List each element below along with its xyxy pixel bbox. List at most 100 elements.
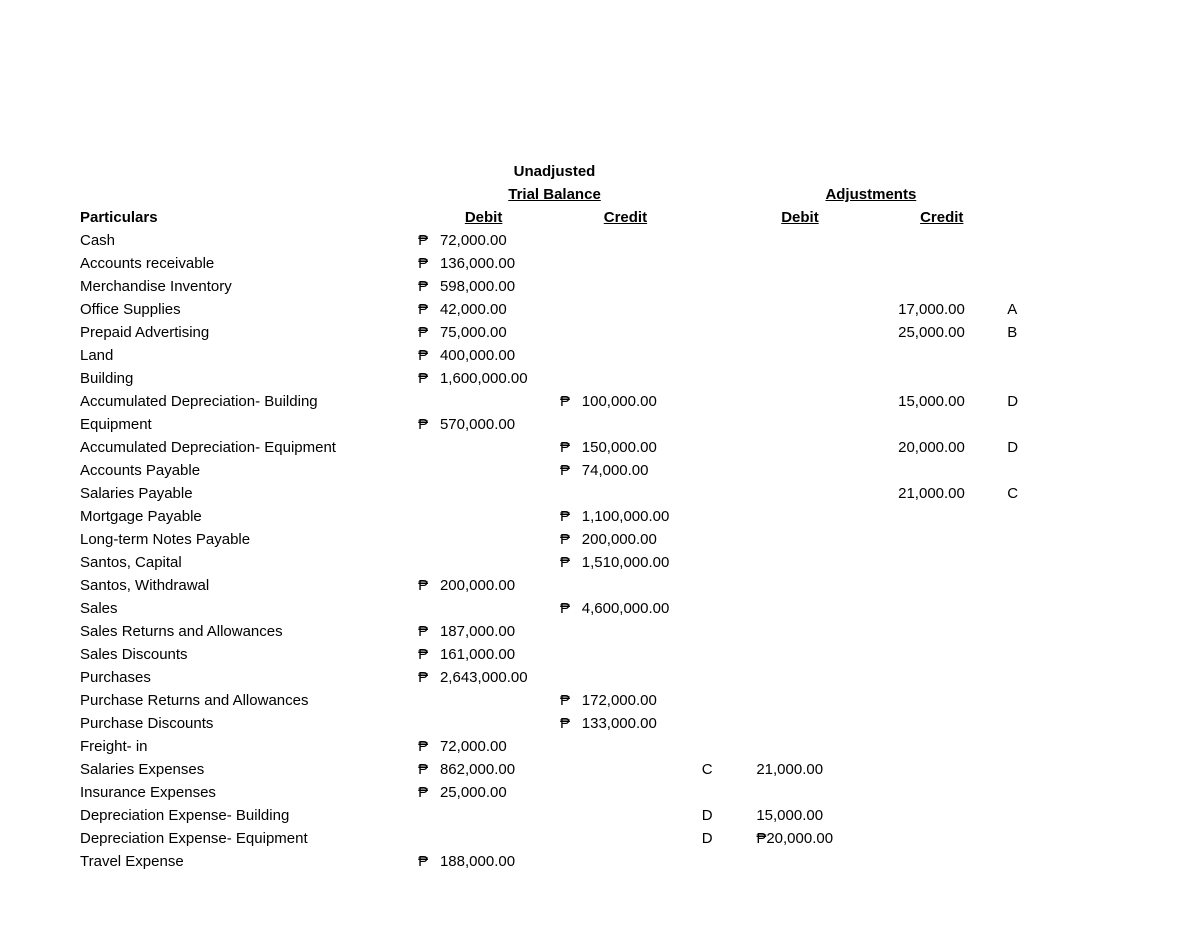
account-name: Land <box>80 344 418 367</box>
adj-credit-symbol <box>876 275 898 298</box>
account-name: Depreciation Expense- Building <box>80 804 418 827</box>
adj-debit-value <box>756 620 865 643</box>
tb-debit-value: 570,000.00 <box>440 413 549 436</box>
account-name: Sales <box>80 597 418 620</box>
adj-debit-ref <box>702 367 735 390</box>
adj-credit-symbol <box>876 505 898 528</box>
adj-debit-value <box>756 413 865 436</box>
tb-debit-symbol <box>418 712 440 735</box>
adj-credit-value <box>898 229 1007 252</box>
adj-debit-ref <box>702 482 735 505</box>
adj-debit-symbol <box>735 758 757 781</box>
adj-debit-symbol <box>735 413 757 436</box>
adj-credit-symbol <box>876 482 898 505</box>
adj-credit-symbol <box>876 551 898 574</box>
tb-credit-symbol: ₱ <box>560 505 582 528</box>
account-name: Insurance Expenses <box>80 781 418 804</box>
tb-debit-value: 161,000.00 <box>440 643 549 666</box>
adj-debit-ref <box>702 390 735 413</box>
table-row: Freight- in₱72,000.00 <box>80 735 1040 758</box>
tb-debit-value: 200,000.00 <box>440 574 549 597</box>
adj-debit-symbol <box>735 459 757 482</box>
tb-debit-symbol: ₱ <box>418 781 440 804</box>
account-name: Depreciation Expense- Equipment <box>80 827 418 850</box>
table-row: Accounts receivable₱136,000.00 <box>80 252 1040 275</box>
adj-debit-ref <box>702 275 735 298</box>
tb-credit-value <box>582 643 691 666</box>
adj-credit-ref: B <box>1007 321 1040 344</box>
header-row-2: Trial Balance Adjustments <box>80 183 1040 206</box>
adj-credit-value <box>898 620 1007 643</box>
adj-credit-ref <box>1007 413 1040 436</box>
adj-credit-ref <box>1007 551 1040 574</box>
tb-debit-value <box>440 712 549 735</box>
trial-balance-worksheet: Unadjusted Trial Balance Adjustments Par… <box>80 160 1040 873</box>
adj-credit-symbol <box>876 390 898 413</box>
adj-credit-symbol <box>876 850 898 873</box>
account-name: Purchase Discounts <box>80 712 418 735</box>
tb-credit-value <box>582 735 691 758</box>
adj-credit-symbol <box>876 712 898 735</box>
adj-debit-value <box>756 850 865 873</box>
table-row: Sales Discounts₱161,000.00 <box>80 643 1040 666</box>
tb-debit-symbol: ₱ <box>418 735 440 758</box>
header-unadjusted-2: Trial Balance <box>418 183 691 206</box>
adj-credit-value <box>898 597 1007 620</box>
tb-debit-value <box>440 551 549 574</box>
tb-credit-symbol: ₱ <box>560 436 582 459</box>
table-row: Sales₱4,600,000.00 <box>80 597 1040 620</box>
adj-credit-ref <box>1007 459 1040 482</box>
table-row: Depreciation Expense- BuildingD15,000.00 <box>80 804 1040 827</box>
adj-credit-ref <box>1007 804 1040 827</box>
tb-credit-symbol <box>560 482 582 505</box>
adj-credit-value <box>898 735 1007 758</box>
adj-debit-ref <box>702 781 735 804</box>
adj-credit-value <box>898 275 1007 298</box>
tb-debit-value <box>440 597 549 620</box>
tb-credit-symbol <box>560 229 582 252</box>
table-row: Office Supplies₱42,000.0017,000.00A <box>80 298 1040 321</box>
adj-debit-symbol <box>735 827 757 850</box>
adj-debit-value <box>756 781 865 804</box>
tb-credit-value <box>582 298 691 321</box>
adj-debit-value: 21,000.00 <box>756 758 865 781</box>
tb-credit-symbol: ₱ <box>560 528 582 551</box>
tb-credit-symbol: ₱ <box>560 459 582 482</box>
tb-credit-symbol <box>560 321 582 344</box>
adj-debit-ref <box>702 551 735 574</box>
adj-debit-value <box>756 712 865 735</box>
adj-debit-symbol <box>735 367 757 390</box>
tb-debit-value <box>440 482 549 505</box>
adj-debit-ref <box>702 528 735 551</box>
adj-credit-ref <box>1007 252 1040 275</box>
adj-debit-value <box>756 689 865 712</box>
adj-debit-value <box>756 436 865 459</box>
adj-credit-value <box>898 367 1007 390</box>
tb-credit-value <box>582 321 691 344</box>
tb-credit-value <box>582 574 691 597</box>
account-name: Purchases <box>80 666 418 689</box>
adj-credit-value <box>898 459 1007 482</box>
adj-credit-symbol <box>876 321 898 344</box>
adj-debit-value <box>756 574 865 597</box>
table-row: Santos, Capital₱1,510,000.00 <box>80 551 1040 574</box>
tb-credit-symbol <box>560 298 582 321</box>
tb-debit-symbol: ₱ <box>418 321 440 344</box>
account-name: Accumulated Depreciation- Building <box>80 390 418 413</box>
adj-credit-symbol <box>876 620 898 643</box>
tb-credit-value <box>582 344 691 367</box>
adj-debit-value <box>756 528 865 551</box>
adj-credit-value <box>898 666 1007 689</box>
adj-debit-ref <box>702 321 735 344</box>
tb-credit-symbol: ₱ <box>560 712 582 735</box>
account-name: Mortgage Payable <box>80 505 418 528</box>
adj-credit-ref <box>1007 643 1040 666</box>
adj-debit-ref <box>702 597 735 620</box>
adj-credit-value <box>898 827 1007 850</box>
adj-debit-symbol <box>735 229 757 252</box>
adj-debit-value: ₱20,000.00 <box>756 827 865 850</box>
tb-debit-symbol: ₱ <box>418 620 440 643</box>
tb-credit-value <box>582 482 691 505</box>
adj-credit-symbol <box>876 804 898 827</box>
account-name: Building <box>80 367 418 390</box>
